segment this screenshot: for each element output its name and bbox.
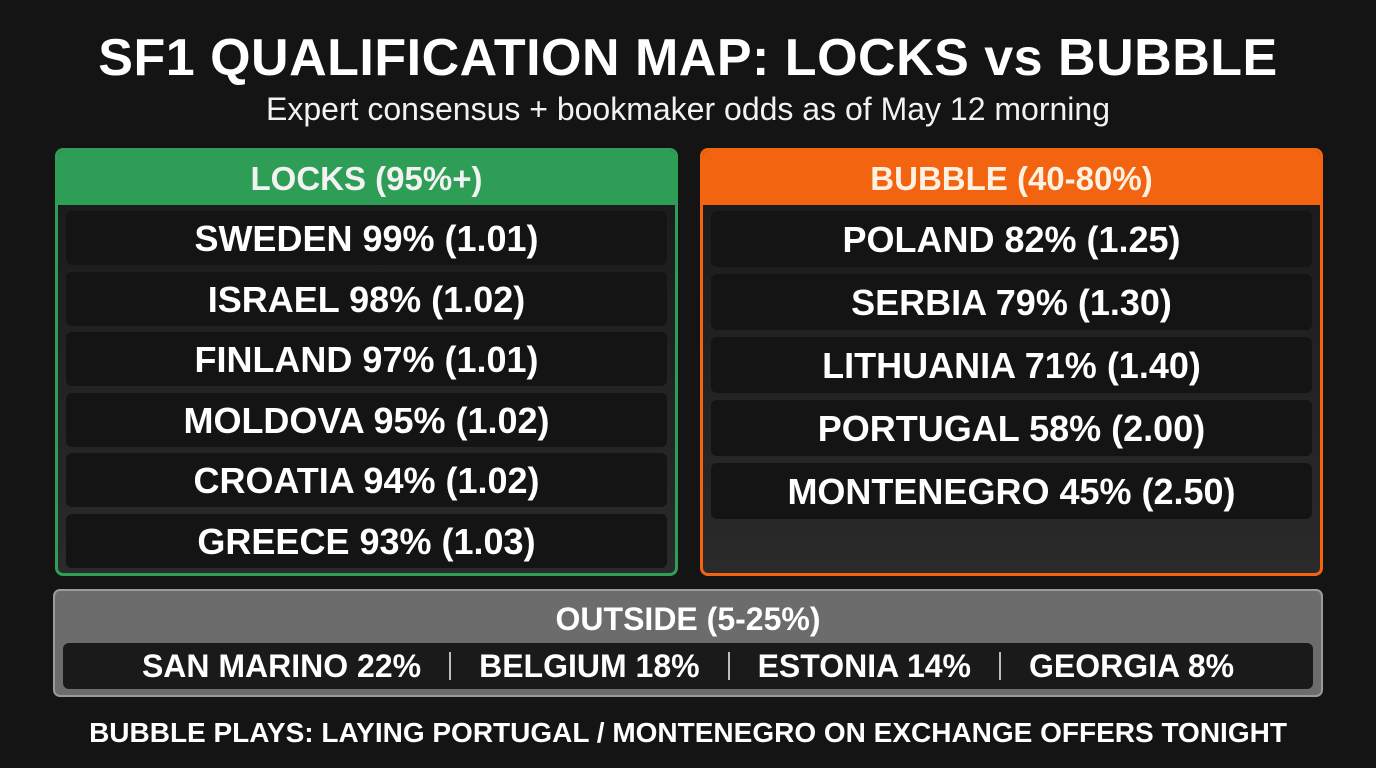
page-subtitle: Expert consensus + bookmaker odds as of …	[266, 91, 1110, 127]
outside-item-estonia: ESTONIA 14%	[757, 647, 971, 684]
bubble-header: BUBBLE (40-80%)	[703, 151, 1320, 205]
outside-item-belgium: BELGIUM 18%	[479, 647, 700, 684]
locks-row-moldova: MOLDOVA 95% (1.02)	[66, 392, 667, 447]
bubble-row-lithuania: LITHUANIA 71% (1.40)	[711, 337, 1312, 393]
separator-divider	[998, 652, 1001, 680]
locks-row-croatia: CROATIA 94% (1.02)	[66, 453, 667, 507]
outside-header: OUTSIDE (5-25%)	[555, 601, 821, 637]
outside-panel: OUTSIDE (5-25%) SAN MARINO 22% BELGIUM 1…	[53, 589, 1323, 697]
bubble-row-portugal: PORTUGAL 58% (2.00)	[711, 400, 1312, 456]
outside-item-georgia: GEORGIA 8%	[1028, 647, 1235, 684]
bubble-row-serbia: SERBIA 79% (1.30)	[711, 274, 1312, 330]
locks-row-finland: FINLAND 97% (1.01)	[66, 332, 667, 386]
separator-divider	[449, 652, 452, 680]
locks-row-israel: ISRAEL 98% (1.02)	[66, 271, 667, 326]
locks-header: LOCKS (95%+)	[58, 151, 675, 205]
footer-note: BUBBLE PLAYS: LAYING PORTUGAL / MONTENEG…	[89, 717, 1287, 748]
separator-divider	[727, 652, 730, 680]
locks-row-sweden: SWEDEN 99% (1.01)	[66, 211, 667, 265]
outside-item-san-marino: SAN MARINO 22%	[141, 647, 422, 684]
page-title: SF1 QUALIFICATION MAP: LOCKS vs BUBBLE	[98, 29, 1278, 87]
outside-strip: SAN MARINO 22% BELGIUM 18% ESTONIA 14% G…	[63, 643, 1313, 689]
bubble-row-poland: POLAND 82% (1.25)	[711, 211, 1312, 267]
bubble-panel: BUBBLE (40-80%) POLAND 82% (1.25) SERBIA…	[700, 148, 1323, 576]
bubble-row-montenegro: MONTENEGRO 45% (2.50)	[711, 463, 1312, 519]
locks-panel: LOCKS (95%+) SWEDEN 99% (1.01) ISRAEL 98…	[55, 148, 678, 576]
locks-row-greece: GREECE 93% (1.03)	[66, 513, 667, 568]
